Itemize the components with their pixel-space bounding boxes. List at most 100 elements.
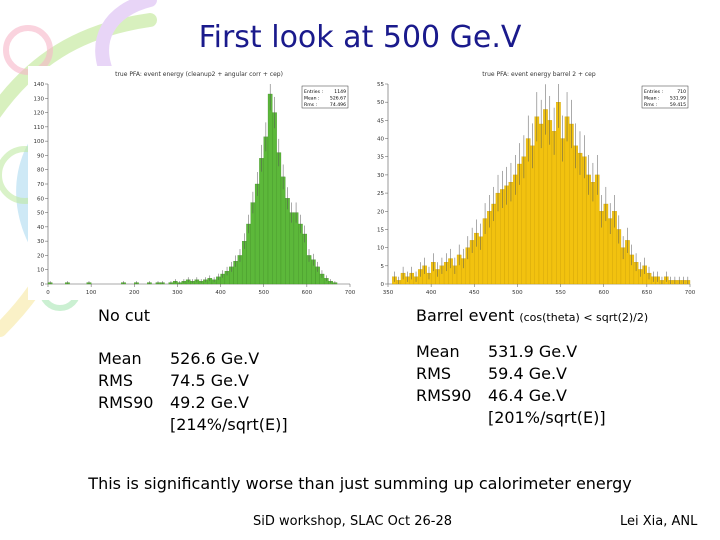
y-tick-label: 15 xyxy=(377,227,384,233)
y-tick-label: 50 xyxy=(377,100,384,106)
y-tick-label: 140 xyxy=(34,82,45,88)
footer-right: Lei Xia, ANL xyxy=(620,514,698,529)
left-stat-value: [214%/sqrt(E)] xyxy=(170,415,288,434)
histogram-left: true PFA: event energy (cleanup2 + angul… xyxy=(28,66,364,300)
stats-box-key: Rms : xyxy=(644,102,658,108)
left-stat-value: 49.2 Ge.V xyxy=(170,393,249,412)
y-tick-label: 20 xyxy=(377,209,384,215)
histogram-bar xyxy=(280,176,286,285)
right-stat-key xyxy=(416,407,488,429)
right-label-text: Barrel event xyxy=(416,306,515,325)
x-tick-label: 600 xyxy=(302,290,313,296)
histogram-bar xyxy=(276,152,282,285)
right-stat-key: RMS90 xyxy=(416,386,472,405)
y-tick-label: 10 xyxy=(37,268,44,274)
right-panel-label: Barrel event (cos(theta) < sqrt(2)/2) xyxy=(416,306,648,325)
right-stat-value: 531.9 Ge.V xyxy=(488,342,578,361)
histogram-left-svg: true PFA: event energy (cleanup2 + angul… xyxy=(34,71,356,296)
histogram-bar xyxy=(259,158,264,285)
left-stats: Mean 526.6 Ge.V RMS 74.5 Ge.V RMS90 49.2 Ge… xyxy=(98,348,288,436)
left-stat-key xyxy=(98,414,170,436)
y-tick-label: 40 xyxy=(37,225,44,231)
stats-box-value: 59.415 xyxy=(670,102,686,108)
y-tick-label: 120 xyxy=(34,111,45,117)
stats-box xyxy=(641,85,689,109)
y-tick-label: 25 xyxy=(377,191,384,197)
y-tick-label: 20 xyxy=(37,253,44,259)
footer-center: SiD workshop, SLAC Oct 26-28 xyxy=(253,514,452,529)
chart-title: true PFA: event energy (cleanup2 + angul… xyxy=(115,71,283,78)
x-tick-label: 400 xyxy=(215,290,226,296)
y-tick-label: 80 xyxy=(37,168,44,174)
y-tick-label: 30 xyxy=(377,173,384,179)
left-panel-label: No cut xyxy=(98,306,150,325)
stats-box-value: 74.496 xyxy=(330,102,346,108)
right-stat-value: 59.4 Ge.V xyxy=(488,364,567,383)
stats-box-key: Rms : xyxy=(304,102,318,108)
histogram-bar xyxy=(285,198,290,285)
histogram-bar xyxy=(556,102,561,285)
right-stat-value: [201%/sqrt(E)] xyxy=(488,408,606,427)
left-stat-row: [214%/sqrt(E)] xyxy=(98,414,288,436)
stats-box-key: Entries : xyxy=(304,89,323,95)
left-stat-key: Mean xyxy=(98,349,142,368)
right-label-note: (cos(theta) < sqrt(2)/2) xyxy=(519,311,649,324)
histogram-bar xyxy=(543,109,548,285)
conclusion-text: This is significantly worse than just su… xyxy=(88,474,632,493)
left-stat-key: RMS xyxy=(98,371,134,390)
histogram-bar xyxy=(272,112,277,285)
right-stat-row: [201%/sqrt(E)] xyxy=(416,407,606,429)
histogram-bar xyxy=(293,212,299,285)
x-tick-label: 200 xyxy=(129,290,140,296)
slide-title: First look at 500 Ge.V xyxy=(198,20,522,55)
histogram-right: true PFA: event energy barrel 2 + cep 0 5 1… xyxy=(368,66,700,300)
y-tick-label: 90 xyxy=(37,153,44,159)
left-stat-row: RMS90 49.2 Ge.V xyxy=(98,392,288,414)
right-stat-value: 46.4 Ge.V xyxy=(488,386,567,405)
x-tick-label: 650 xyxy=(642,290,653,296)
left-label-text: No cut xyxy=(98,306,151,325)
stats-box-value: 710 xyxy=(677,89,686,95)
histogram-bar xyxy=(547,120,553,285)
stats-box-value: 531.99 xyxy=(670,96,686,102)
right-stat-key: RMS xyxy=(416,364,452,383)
y-tick-label: 5 xyxy=(381,264,385,270)
histogram-bar xyxy=(254,183,260,285)
y-tick-label: 30 xyxy=(37,239,44,245)
left-stat-key: RMS90 xyxy=(98,393,154,412)
y-tick-label: 10 xyxy=(377,246,384,252)
y-tick-label: 0 xyxy=(381,282,385,288)
right-stat-row: RMS 59.4 Ge.V xyxy=(416,363,606,385)
histogram-bar xyxy=(263,136,269,285)
x-tick-label: 550 xyxy=(555,290,566,296)
stats-box-value: 1149 xyxy=(334,89,346,95)
y-tick-label: 40 xyxy=(377,137,384,143)
left-stat-row: Mean 526.6 Ge.V xyxy=(98,348,288,370)
histogram-bar xyxy=(289,212,295,285)
x-tick-label: 0 xyxy=(46,290,50,296)
left-stat-row: RMS 74.5 Ge.V xyxy=(98,370,288,392)
stats-box xyxy=(301,85,349,109)
right-stat-key: Mean xyxy=(416,342,460,361)
y-tick-label: 45 xyxy=(377,118,384,124)
x-tick-label: 400 xyxy=(426,290,437,296)
x-tick-label: 500 xyxy=(512,290,523,296)
stats-box-key: Mean : xyxy=(304,96,320,102)
x-tick-label: 350 xyxy=(383,290,394,296)
y-tick-label: 60 xyxy=(37,196,44,202)
x-tick-label: 100 xyxy=(86,290,97,296)
y-tick-label: 130 xyxy=(34,96,45,102)
histogram-right-svg: true PFA: event energy barrel 2 + cep 0 5 1… xyxy=(377,71,696,296)
x-tick-label: 300 xyxy=(172,290,183,296)
y-tick-label: 110 xyxy=(34,125,45,131)
chart-title: true PFA: event energy barrel 2 + cep xyxy=(482,71,596,78)
right-stat-row: RMS90 46.4 Ge.V xyxy=(416,385,606,407)
stats-box-key: Entries : xyxy=(644,89,663,95)
y-tick-label: 55 xyxy=(377,82,384,88)
histogram-bar xyxy=(534,116,540,285)
left-stat-value: 74.5 Ge.V xyxy=(170,371,249,390)
right-stat-row: Mean 531.9 Ge.V xyxy=(416,341,606,363)
x-tick-label: 700 xyxy=(345,290,356,296)
left-stat-value: 526.6 Ge.V xyxy=(170,349,260,368)
y-tick-label: 35 xyxy=(377,155,384,161)
